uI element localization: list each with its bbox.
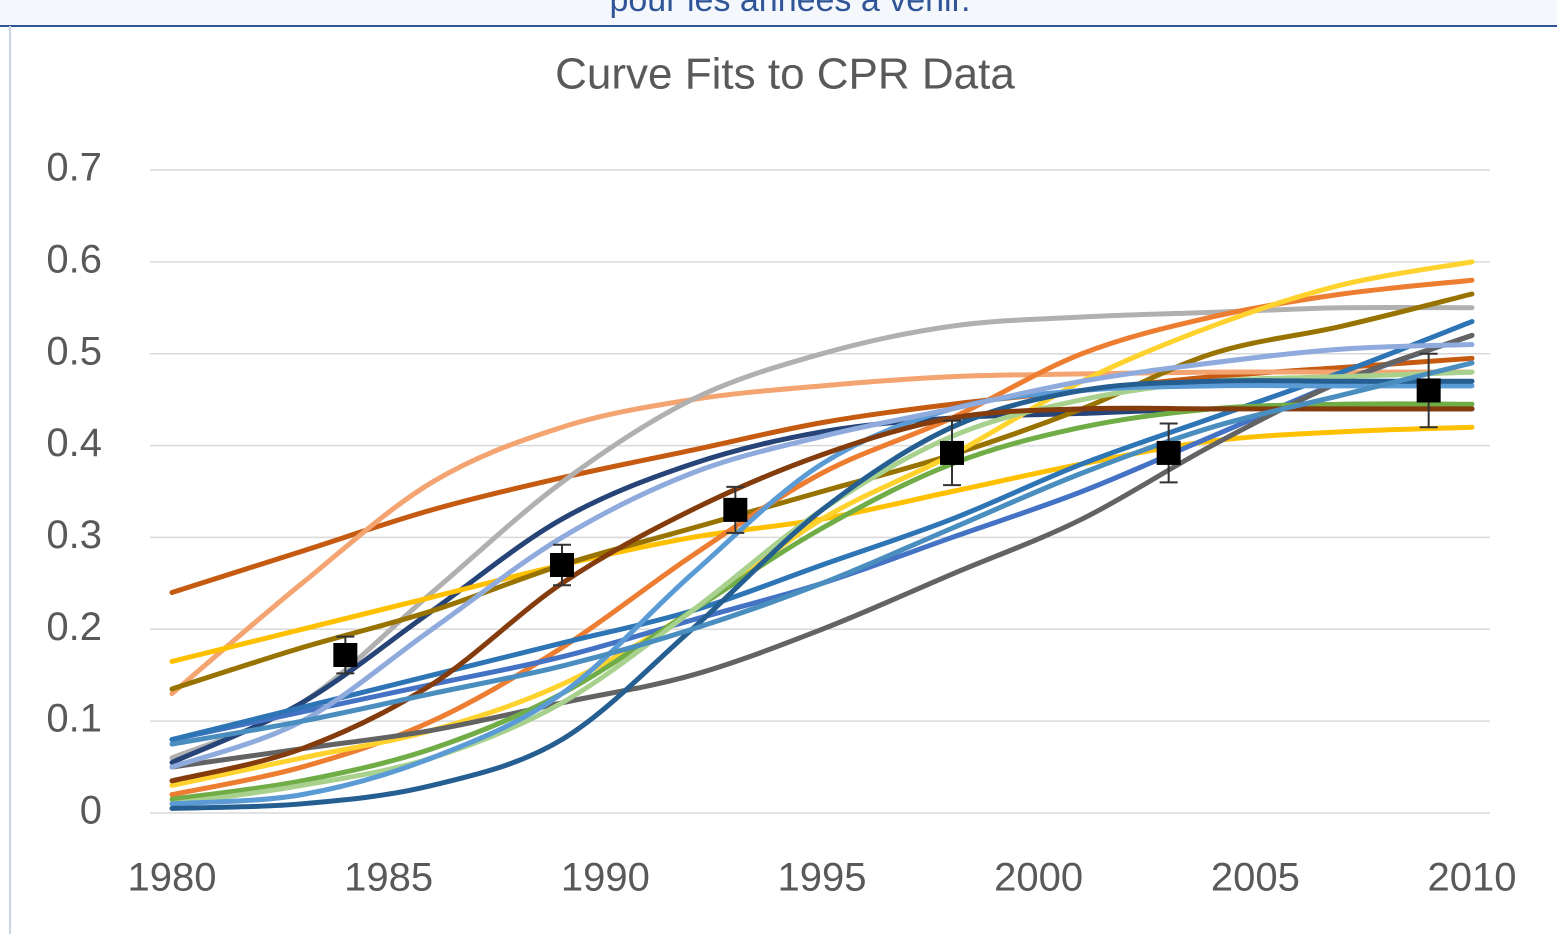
x-tick-label: 2010 [1428, 856, 1517, 900]
fit-curve [169, 342, 1475, 770]
x-tick-label: 1985 [344, 856, 433, 900]
y-tick-label: 0.4 [46, 421, 102, 465]
fit-curve [169, 259, 1475, 788]
y-tick-label: 0.6 [46, 237, 102, 281]
fit-curve [169, 332, 1475, 770]
chart-title: Curve Fits to CPR Data [555, 50, 1015, 99]
x-tick-label: 1995 [778, 856, 867, 900]
y-tick-label: 0.2 [46, 605, 102, 649]
fit-curve [169, 378, 1475, 811]
fit-curve [169, 291, 1475, 692]
y-tick-label: 0.1 [46, 697, 102, 741]
data-point [1156, 440, 1181, 465]
x-tick-label: 1980 [128, 856, 217, 900]
fit-curve [169, 369, 1475, 697]
fit-curve [169, 405, 1475, 784]
x-tick-label: 2000 [994, 856, 1083, 900]
y-tick-label: 0.3 [46, 513, 102, 557]
y-tick-label: 0 [80, 789, 102, 833]
fit-curve [169, 383, 1475, 807]
data-point [1416, 378, 1441, 403]
x-tick-label: 2005 [1211, 856, 1300, 900]
fit-curve [169, 360, 1475, 747]
caption: pour les années à venir. [609, 0, 970, 19]
data-point [550, 552, 574, 577]
data-point [940, 440, 964, 465]
y-tick-label: 0.7 [46, 146, 102, 190]
x-tick-label: 1990 [561, 856, 650, 900]
data-point [723, 497, 748, 522]
top-bar [0, 0, 1557, 26]
data-point [333, 643, 358, 668]
y-tick-label: 0.5 [46, 329, 102, 373]
